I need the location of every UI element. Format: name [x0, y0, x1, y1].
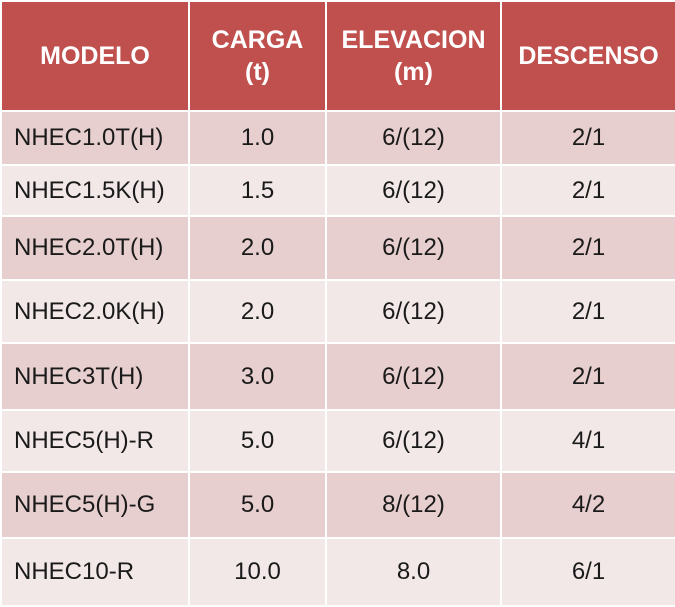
header-carga-label: CARGA — [211, 26, 304, 54]
header-elevacion: ELEVACION (m) — [325, 0, 502, 112]
cell-descenso: 4/1 — [500, 409, 675, 473]
cell-descenso: 2/1 — [500, 110, 675, 166]
cell-descenso: 2/1 — [500, 164, 675, 217]
header-descenso-label: DESCENSO — [518, 42, 659, 70]
cell-elevacion: 6/(12) — [325, 215, 502, 281]
table-row: NHEC1.5K(H) 1.5 6/(12) 2/1 — [0, 164, 675, 217]
cell-carga: 2.0 — [188, 215, 327, 281]
cell-modelo: NHEC5(H)-R — [0, 409, 190, 473]
cell-modelo: NHEC10-R — [0, 537, 190, 607]
cell-descenso: 2/1 — [500, 279, 675, 344]
table-row: NHEC1.0T(H) 1.0 6/(12) 2/1 — [0, 110, 675, 166]
table-row: NHEC2.0T(H) 2.0 6/(12) 2/1 — [0, 215, 675, 281]
cell-carga: 5.0 — [188, 409, 327, 473]
cell-modelo: NHEC3T(H) — [0, 342, 190, 411]
header-modelo: MODELO — [0, 0, 190, 112]
cell-elevacion: 6/(12) — [325, 342, 502, 411]
cell-carga: 2.0 — [188, 279, 327, 344]
cell-modelo: NHEC1.5K(H) — [0, 164, 190, 217]
cell-descenso: 2/1 — [500, 342, 675, 411]
cell-elevacion: 6/(12) — [325, 279, 502, 344]
header-carga-unit: (t) — [245, 58, 270, 86]
cell-elevacion: 6/(12) — [325, 110, 502, 166]
cell-modelo: NHEC2.0T(H) — [0, 215, 190, 281]
table-row: NHEC5(H)-R 5.0 6/(12) 4/1 — [0, 409, 675, 473]
cell-carga: 3.0 — [188, 342, 327, 411]
header-descenso: DESCENSO — [500, 0, 675, 112]
cell-descenso: 6/1 — [500, 537, 675, 607]
header-elevacion-unit: (m) — [394, 58, 433, 86]
cell-carga: 1.5 — [188, 164, 327, 217]
cell-elevacion: 8/(12) — [325, 471, 502, 539]
cell-modelo: NHEC1.0T(H) — [0, 110, 190, 166]
header-carga: CARGA (t) — [188, 0, 327, 112]
cell-carga: 1.0 — [188, 110, 327, 166]
header-elevacion-label: ELEVACION — [341, 26, 486, 54]
cell-elevacion: 6/(12) — [325, 409, 502, 473]
table-row: NHEC2.0K(H) 2.0 6/(12) 2/1 — [0, 279, 675, 344]
header-modelo-label: MODELO — [40, 42, 150, 70]
table-row: NHEC5(H)-G 5.0 8/(12) 4/2 — [0, 471, 675, 539]
cell-descenso: 2/1 — [500, 215, 675, 281]
cell-modelo: NHEC5(H)-G — [0, 471, 190, 539]
cell-elevacion: 8.0 — [325, 537, 502, 607]
cell-elevacion: 6/(12) — [325, 164, 502, 217]
table-row: NHEC10-R 10.0 8.0 6/1 — [0, 537, 675, 607]
cell-carga: 5.0 — [188, 471, 327, 539]
table-row: NHEC3T(H) 3.0 6/(12) 2/1 — [0, 342, 675, 411]
cell-modelo: NHEC2.0K(H) — [0, 279, 190, 344]
cell-descenso: 4/2 — [500, 471, 675, 539]
cell-carga: 10.0 — [188, 537, 327, 607]
header-row: MODELO CARGA (t) ELEVACION (m) DESCENSO — [0, 0, 675, 112]
